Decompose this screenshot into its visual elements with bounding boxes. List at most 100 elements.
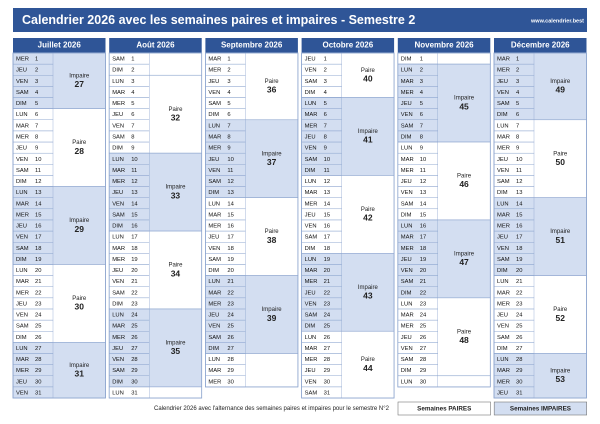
day-name: MER — [401, 324, 414, 330]
day-number: 28 — [324, 357, 330, 363]
day-number: 9 — [35, 146, 38, 152]
day-name: VEN — [497, 324, 509, 330]
week-number: 48 — [459, 335, 469, 345]
day-name: MER — [208, 224, 221, 230]
day-number: 22 — [420, 290, 426, 296]
week-number: 38 — [267, 235, 277, 245]
day-number: 4 — [35, 90, 39, 96]
day-number: 3 — [420, 79, 423, 85]
day-name: LUN — [112, 390, 124, 396]
month-header — [301, 38, 395, 53]
day-name: DIM — [401, 57, 412, 63]
day-number: 1 — [516, 57, 519, 63]
day-number: 13 — [131, 190, 137, 196]
legend-box — [493, 401, 588, 416]
day-name: DIM — [401, 290, 412, 296]
day-number: 20 — [227, 268, 233, 274]
week-parity: Paire — [457, 174, 472, 180]
day-name: VEN — [305, 224, 317, 230]
day-number: 27 — [227, 346, 233, 352]
day-number: 7 — [35, 123, 38, 129]
day-name: SAM — [401, 123, 414, 129]
day-number: 29 — [35, 368, 41, 374]
day-name: JEU — [497, 235, 508, 241]
day-number: 22 — [324, 290, 330, 296]
day-number: 18 — [227, 246, 233, 252]
day-number: 25 — [420, 324, 426, 330]
week-parity: Paire — [553, 151, 568, 157]
week-number: 51 — [556, 235, 566, 245]
day-name: SAM — [16, 90, 29, 96]
day-name: JEU — [208, 313, 219, 319]
day-number: 3 — [131, 79, 134, 85]
day-number: 29 — [131, 368, 137, 374]
day-number: 8 — [227, 135, 230, 141]
day-name: JEU — [112, 268, 123, 274]
day-name: MAR — [16, 279, 29, 285]
day-number: 7 — [516, 123, 519, 129]
day-name: MER — [497, 301, 510, 307]
week-parity: Impaire — [358, 285, 379, 291]
day-number: 1 — [227, 57, 230, 63]
day-name: LUN — [305, 335, 317, 341]
day-number: 5 — [131, 101, 134, 107]
day-number: 6 — [227, 112, 230, 118]
legend-box — [397, 401, 491, 416]
day-number: 28 — [420, 357, 426, 363]
day-number: 17 — [131, 235, 137, 241]
week-number: 44 — [363, 363, 373, 373]
day-name: MER — [208, 68, 221, 74]
day-name: LUN — [112, 157, 124, 163]
day-number: 23 — [324, 301, 330, 307]
day-name: MAR — [401, 235, 414, 241]
day-number: 18 — [131, 246, 137, 252]
week-block — [397, 141, 491, 221]
day-name: SAM — [112, 290, 125, 296]
day-name: MAR — [208, 212, 221, 218]
day-number: 11 — [420, 168, 426, 174]
day-name: SAM — [16, 168, 29, 174]
day-name: JEU — [497, 313, 508, 319]
day-name: VEN — [16, 313, 28, 319]
day-name: JEU — [401, 257, 412, 263]
day-number: 26 — [131, 335, 137, 341]
day-number: 2 — [516, 68, 519, 74]
day-name: LUN — [16, 346, 28, 352]
month-frame — [397, 52, 491, 388]
week-block — [12, 342, 106, 399]
week-block — [493, 197, 587, 276]
day-name: VEN — [208, 168, 220, 174]
day-number: 12 — [227, 179, 233, 185]
day-name: SAM — [305, 79, 318, 85]
day-number: 24 — [516, 313, 523, 319]
day-name: VEN — [497, 246, 509, 252]
day-name: VEN — [112, 123, 124, 129]
day-number: 30 — [516, 379, 522, 385]
day-name: SAM — [497, 257, 510, 263]
month-frame — [301, 52, 395, 399]
day-name: VEN — [497, 168, 509, 174]
day-name: DIM — [112, 301, 123, 307]
day-number: 21 — [324, 279, 330, 285]
day-number: 12 — [420, 179, 426, 185]
month-name: Décembre 2026 — [511, 41, 570, 50]
day-name: MER — [16, 57, 29, 63]
day-number: 26 — [227, 335, 233, 341]
title-bar — [13, 8, 587, 32]
day-name: JEU — [305, 368, 316, 374]
day-number: 10 — [227, 157, 233, 163]
day-name: VEN — [112, 357, 124, 363]
week-block — [397, 52, 491, 65]
day-name: MER — [305, 279, 318, 285]
week-parity: Paire — [457, 329, 472, 335]
day-number: 6 — [420, 112, 423, 118]
day-number: 13 — [35, 190, 41, 196]
day-number: 15 — [516, 212, 522, 218]
day-number: 23 — [227, 301, 233, 307]
day-number: 23 — [420, 301, 426, 307]
week-block — [108, 230, 202, 310]
day-name: MER — [401, 90, 414, 96]
day-number: 15 — [324, 212, 330, 218]
day-name: MAR — [497, 212, 510, 218]
